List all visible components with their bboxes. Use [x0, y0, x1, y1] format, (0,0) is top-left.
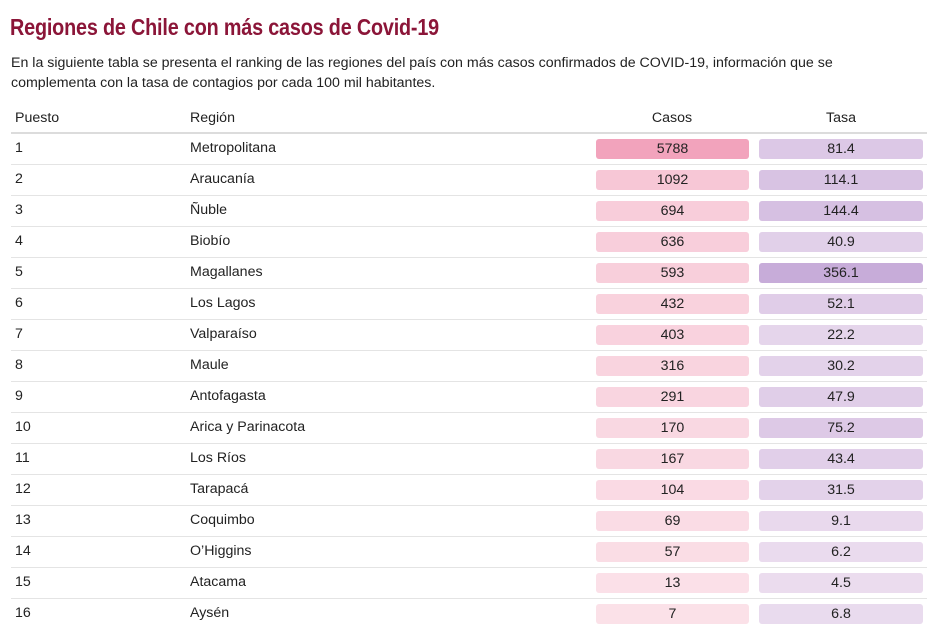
- tasa-cell: 43.4: [759, 449, 923, 469]
- ranking-table: Puesto Región Casos Tasa 1 Metropolitana 5…: [11, 104, 927, 629]
- casos-cell: 636: [596, 232, 749, 252]
- table-row: 16 Aysén 7 6.8: [11, 599, 927, 629]
- casos-cell: 170: [596, 418, 749, 438]
- tasa-cell: 4.5: [759, 573, 923, 593]
- casos-cell: 5788: [596, 139, 749, 159]
- casos-cell: 167: [596, 449, 749, 469]
- region-cell: Magallanes: [190, 264, 263, 280]
- region-cell: Antofagasta: [190, 388, 266, 404]
- page-subtitle: En la siguiente tabla se presenta el ran…: [11, 55, 833, 91]
- tasa-cell: 6.2: [759, 542, 923, 562]
- region-cell: Maule: [190, 357, 229, 373]
- puesto-cell: 5: [15, 264, 23, 280]
- page-title: Regiones de Chile con más casos de Covid…: [10, 14, 440, 40]
- puesto-cell: 8: [15, 357, 23, 373]
- tasa-cell: 31.5: [759, 480, 923, 500]
- table-row: 9 Antofagasta 291 47.9: [11, 382, 927, 413]
- tasa-cell: 114.1: [759, 170, 923, 190]
- table-body: 1 Metropolitana 5788 81.4 2 Araucanía 1092 114.…: [11, 134, 927, 629]
- puesto-cell: 10: [15, 419, 31, 435]
- tasa-cell: 30.2: [759, 356, 923, 376]
- tasa-cell: 81.4: [759, 139, 923, 159]
- casos-cell: 69: [596, 511, 749, 531]
- casos-cell: 593: [596, 263, 749, 283]
- region-cell: O’Higgins: [190, 543, 252, 559]
- tasa-cell: 40.9: [759, 232, 923, 252]
- puesto-cell: 16: [15, 605, 31, 621]
- puesto-cell: 1: [15, 140, 23, 156]
- header-region: Región: [190, 110, 235, 126]
- table-row: 14 O’Higgins 57 6.2: [11, 537, 927, 568]
- puesto-cell: 7: [15, 326, 23, 342]
- casos-cell: 694: [596, 201, 749, 221]
- puesto-cell: 15: [15, 574, 31, 590]
- region-cell: Tarapacá: [190, 481, 249, 497]
- region-cell: Ñuble: [190, 202, 228, 218]
- tasa-cell: 22.2: [759, 325, 923, 345]
- table-row: 1 Metropolitana 5788 81.4: [11, 134, 927, 165]
- table-row: 8 Maule 316 30.2: [11, 351, 927, 382]
- puesto-cell: 13: [15, 512, 31, 528]
- region-cell: Valparaíso: [190, 326, 257, 342]
- tasa-cell: 75.2: [759, 418, 923, 438]
- header-tasa: Tasa: [826, 110, 856, 126]
- puesto-cell: 9: [15, 388, 23, 404]
- region-cell: Biobío: [190, 233, 231, 249]
- casos-cell: 1092: [596, 170, 749, 190]
- puesto-cell: 12: [15, 481, 31, 497]
- header-puesto: Puesto: [15, 110, 60, 126]
- region-cell: Los Lagos: [190, 295, 256, 311]
- casos-cell: 7: [596, 604, 749, 624]
- table-row: 12 Tarapacá 104 31.5: [11, 475, 927, 506]
- table-row: 7 Valparaíso 403 22.2: [11, 320, 927, 351]
- region-cell: Araucanía: [190, 171, 255, 187]
- region-cell: Metropolitana: [190, 140, 276, 156]
- region-cell: Aysén: [190, 605, 230, 621]
- casos-cell: 57: [596, 542, 749, 562]
- puesto-cell: 6: [15, 295, 23, 311]
- table-row: 4 Biobío 636 40.9: [11, 227, 927, 258]
- tasa-cell: 47.9: [759, 387, 923, 407]
- region-cell: Coquimbo: [190, 512, 255, 528]
- puesto-cell: 3: [15, 202, 23, 218]
- table-row: 11 Los Ríos 167 43.4: [11, 444, 927, 475]
- tasa-cell: 144.4: [759, 201, 923, 221]
- table-row: 2 Araucanía 1092 114.1: [11, 165, 927, 196]
- header-casos: Casos: [651, 110, 693, 126]
- puesto-cell: 14: [15, 543, 31, 559]
- region-cell: Arica y Parinacota: [190, 419, 306, 435]
- tasa-cell: 9.1: [759, 511, 923, 531]
- region-cell: Atacama: [190, 574, 246, 590]
- casos-cell: 316: [596, 356, 749, 376]
- table-row: 13 Coquimbo 69 9.1: [11, 506, 927, 537]
- casos-cell: 104: [596, 480, 749, 500]
- tasa-cell: 52.1: [759, 294, 923, 314]
- table-row: 5 Magallanes 593 356.1: [11, 258, 927, 289]
- region-cell: Los Ríos: [190, 450, 246, 466]
- casos-cell: 403: [596, 325, 749, 345]
- tasa-cell: 6.8: [759, 604, 923, 624]
- puesto-cell: 4: [15, 233, 23, 249]
- casos-cell: 13: [596, 573, 749, 593]
- table-row: 10 Arica y Parinacota 170 75.2: [11, 413, 927, 444]
- puesto-cell: 11: [15, 450, 30, 466]
- casos-cell: 291: [596, 387, 749, 407]
- puesto-cell: 2: [15, 171, 23, 187]
- table-header: Puesto Región Casos Tasa: [11, 104, 927, 134]
- casos-cell: 432: [596, 294, 749, 314]
- table-row: 15 Atacama 13 4.5: [11, 568, 927, 599]
- tasa-cell: 356.1: [759, 263, 923, 283]
- table-row: 6 Los Lagos 432 52.1: [11, 289, 927, 320]
- table-row: 3 Ñuble 694 144.4: [11, 196, 927, 227]
